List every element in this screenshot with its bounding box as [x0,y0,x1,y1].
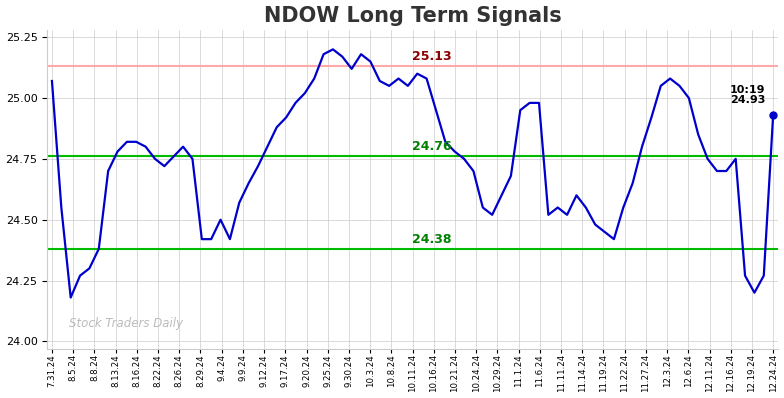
Text: 24.76: 24.76 [412,140,452,154]
Title: NDOW Long Term Signals: NDOW Long Term Signals [263,6,561,25]
Text: 24.38: 24.38 [412,233,452,246]
Text: Stock Traders Daily: Stock Traders Daily [69,316,183,330]
Text: 10:19
24.93: 10:19 24.93 [730,84,766,105]
Text: 25.13: 25.13 [412,51,452,63]
